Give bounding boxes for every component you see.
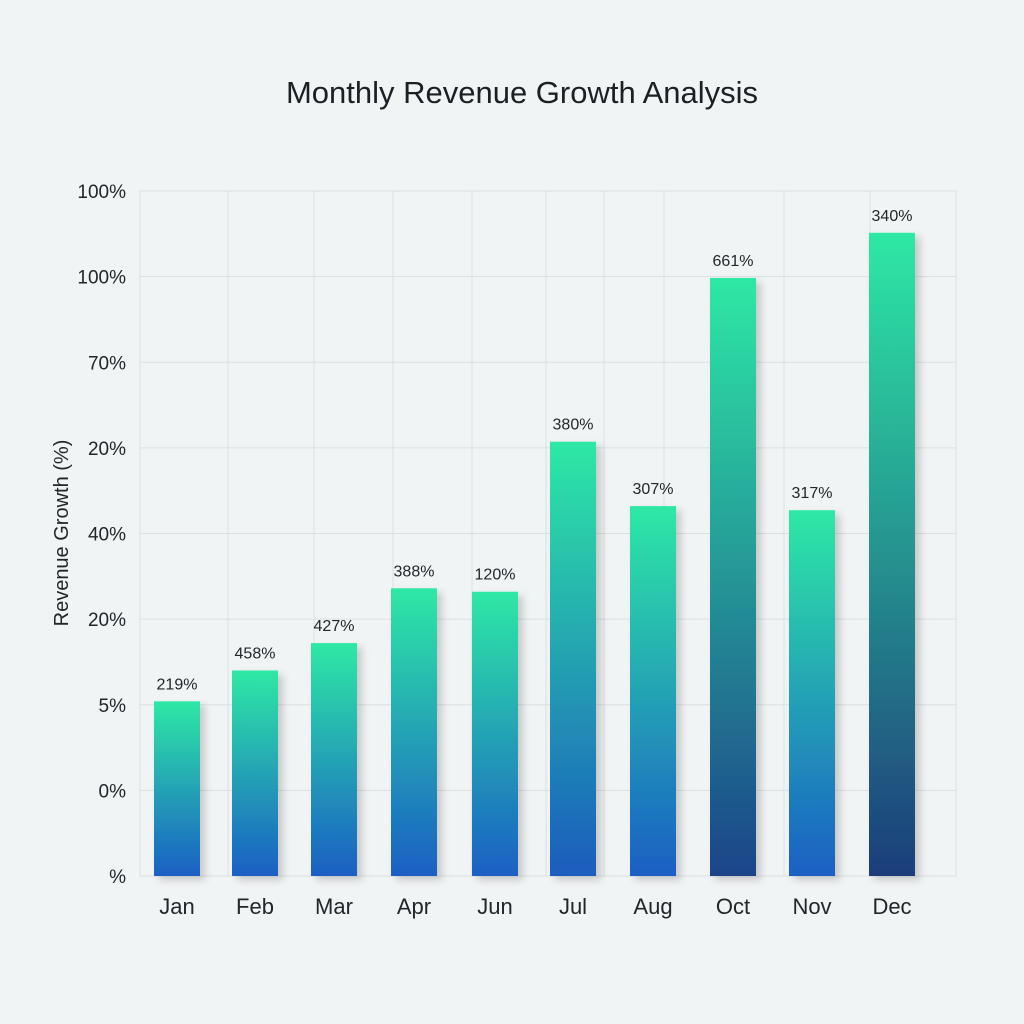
x-tick-label: Mar — [315, 894, 353, 919]
data-label: 661% — [713, 253, 754, 270]
data-label: 317% — [792, 485, 833, 502]
x-tick-label: Apr — [397, 894, 431, 919]
bar-jun — [472, 591, 518, 876]
x-axis-ticks: Jan Feb Mar Apr Jun Jul Aug Oct Nov Dec — [159, 894, 911, 919]
bars: 219% 458% 427% 388% 120% 380% 307% 661% 317% 340% — [154, 208, 915, 876]
bar-mar — [311, 643, 357, 876]
x-tick-label: Jul — [559, 894, 587, 919]
x-tick-label: Nov — [792, 894, 831, 919]
bar-feb — [232, 670, 278, 876]
y-axis-ticks: % 0% 5% 20% 40% 20% 70% 100% 100% — [77, 182, 126, 888]
data-label: 427% — [314, 618, 355, 635]
y-tick-label: 5% — [99, 696, 127, 717]
x-tick-label: Jan — [159, 894, 194, 919]
data-label: 380% — [553, 417, 594, 434]
y-tick-label: 0% — [99, 781, 127, 802]
x-tick-label: Oct — [716, 894, 750, 919]
x-tick-label: Dec — [872, 894, 911, 919]
data-label: 458% — [235, 646, 276, 663]
y-tick-label: 20% — [88, 610, 126, 631]
x-tick-label: Jun — [477, 894, 512, 919]
data-label: 120% — [475, 567, 516, 584]
y-tick-label: % — [109, 867, 126, 888]
y-tick-label: 20% — [88, 439, 126, 460]
chart-title: Monthly Revenue Growth Analysis — [286, 75, 758, 110]
data-label: 307% — [633, 481, 674, 498]
y-axis-label: Revenue Growth (%) — [51, 440, 73, 627]
y-tick-label: 70% — [88, 353, 126, 374]
data-label: 340% — [872, 208, 913, 225]
bar-nov — [789, 510, 835, 876]
data-label: 388% — [394, 563, 435, 580]
bar-jan — [154, 701, 200, 876]
y-tick-label: 100% — [77, 182, 126, 203]
y-tick-label: 40% — [88, 525, 126, 546]
bar-oct — [710, 277, 756, 876]
bar-dec — [869, 232, 915, 876]
x-tick-label: Feb — [236, 894, 274, 919]
y-tick-label: 100% — [77, 268, 126, 289]
x-tick-label: Aug — [633, 894, 672, 919]
bar-jul — [550, 441, 596, 876]
bar-aug — [630, 506, 676, 876]
bar-apr — [391, 588, 437, 876]
data-label: 219% — [157, 676, 198, 693]
